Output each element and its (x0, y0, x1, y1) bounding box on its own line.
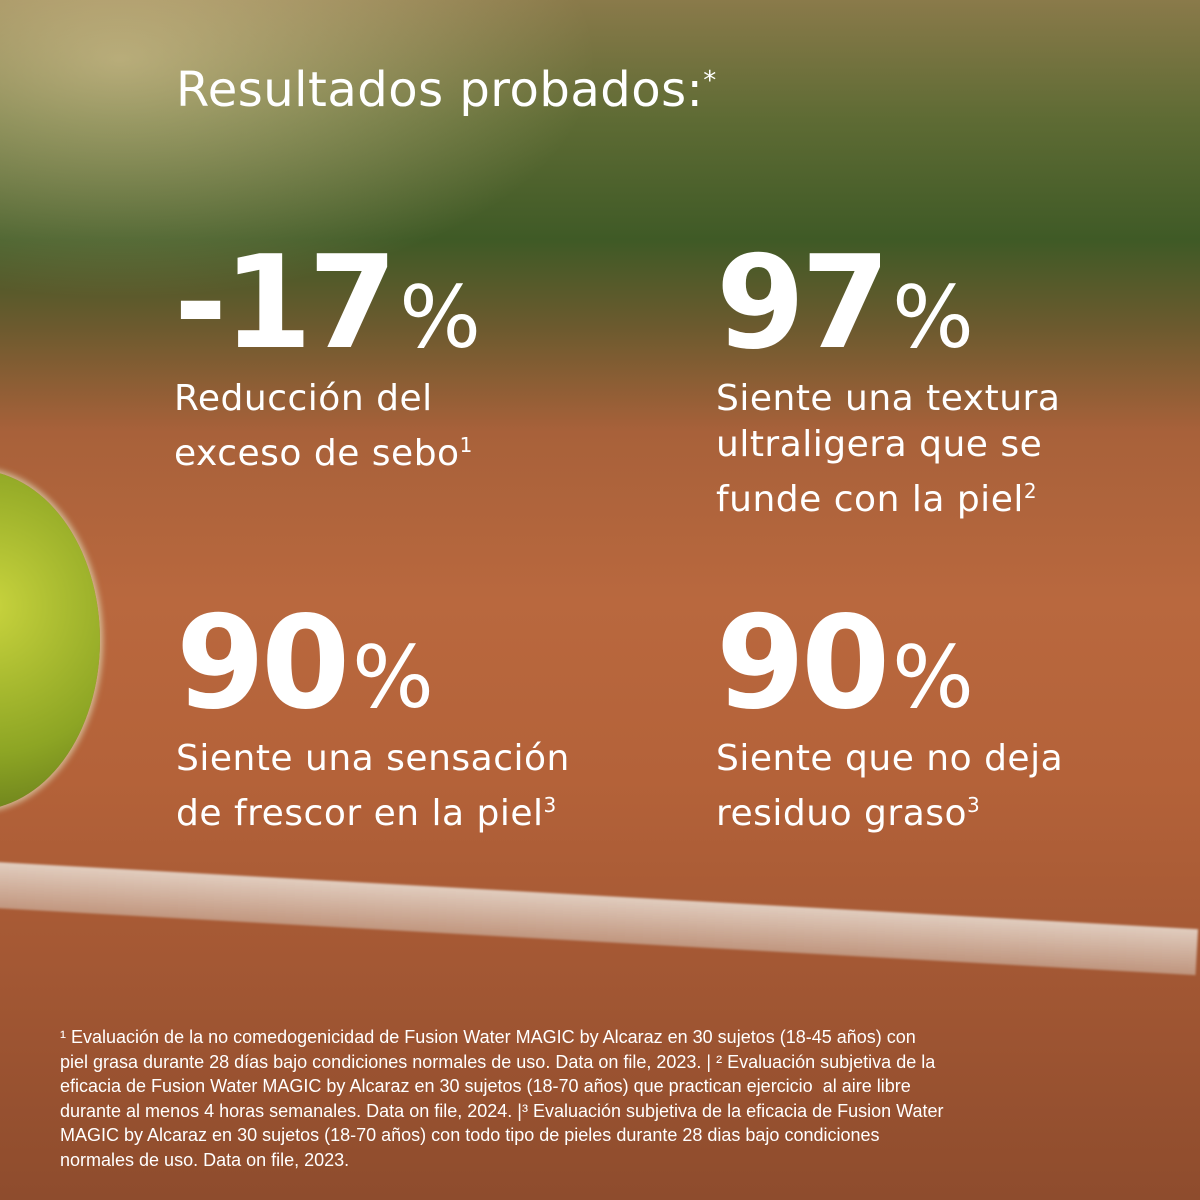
stat-unit: % (352, 628, 434, 728)
footnote-ref: 3 (967, 793, 981, 817)
footnotes: ¹ Evaluación de la no comedogenicidad de… (60, 1025, 944, 1172)
tennis-ball (0, 470, 100, 810)
stat-value: 90 (176, 589, 350, 738)
footnote-ref: 2 (1023, 479, 1038, 503)
desc-line: Siente una textura (716, 378, 1061, 419)
stat-value: -17 (174, 229, 397, 378)
stat-freshness: 90% Siente una sensación de frescor en la… (176, 600, 570, 837)
footnote-line: MAGIC by Alcaraz en 30 sujetos (18-70 añ… (60, 1125, 880, 1145)
stat-unit: % (892, 268, 974, 368)
stat-description: Siente que no deja residuo graso3 (716, 736, 1063, 837)
stat-value: 90 (716, 589, 890, 738)
desc-line: Siente una sensación (176, 738, 570, 779)
stat-value: 97 (716, 229, 890, 378)
court-line (0, 860, 1199, 976)
footnote-ref: 3 (543, 793, 557, 817)
desc-line: exceso de sebo (174, 433, 460, 474)
stat-texture: 97% Siente una textura ultraligera que se… (716, 240, 1060, 523)
desc-line: de frescor en la piel (176, 793, 544, 834)
footnote-line: piel grasa durante 28 días bajo condicio… (60, 1051, 936, 1072)
desc-line: funde con la piel (716, 479, 1024, 520)
desc-line: ultraligera que se (716, 424, 1043, 465)
stat-unit: % (892, 628, 974, 728)
stat-description: Reducción del exceso de sebo1 (174, 376, 481, 477)
desc-line: Reducción del (174, 378, 433, 419)
footnote-ref: 1 (459, 433, 473, 457)
title-asterisk: * (703, 66, 717, 96)
stat-description: Siente una sensación de frescor en la pie… (176, 736, 570, 837)
footnote-line: eficacia de Fusion Water MAGIC by Alcara… (60, 1076, 911, 1096)
background-light (0, 0, 600, 300)
desc-line: residuo graso (716, 793, 968, 834)
footnote-line: ¹ Evaluación de la no comedogenicidad de… (60, 1027, 916, 1047)
stat-unit: % (399, 268, 481, 368)
footnote-line: normales de uso. Data on file, 2023. (60, 1149, 350, 1170)
footnote-line: durante al menos 4 horas semanales. Data… (60, 1100, 944, 1121)
desc-line: Siente que no deja (716, 738, 1064, 779)
page-title: Resultados probados:* (176, 62, 717, 118)
stat-sebum: -17% Reducción del exceso de sebo1 (174, 240, 481, 477)
stat-no-residue: 90% Siente que no deja residuo graso3 (716, 600, 1063, 837)
stat-description: Siente una textura ultraligera que se fund… (716, 376, 1060, 523)
title-text: Resultados probados: (176, 62, 704, 118)
